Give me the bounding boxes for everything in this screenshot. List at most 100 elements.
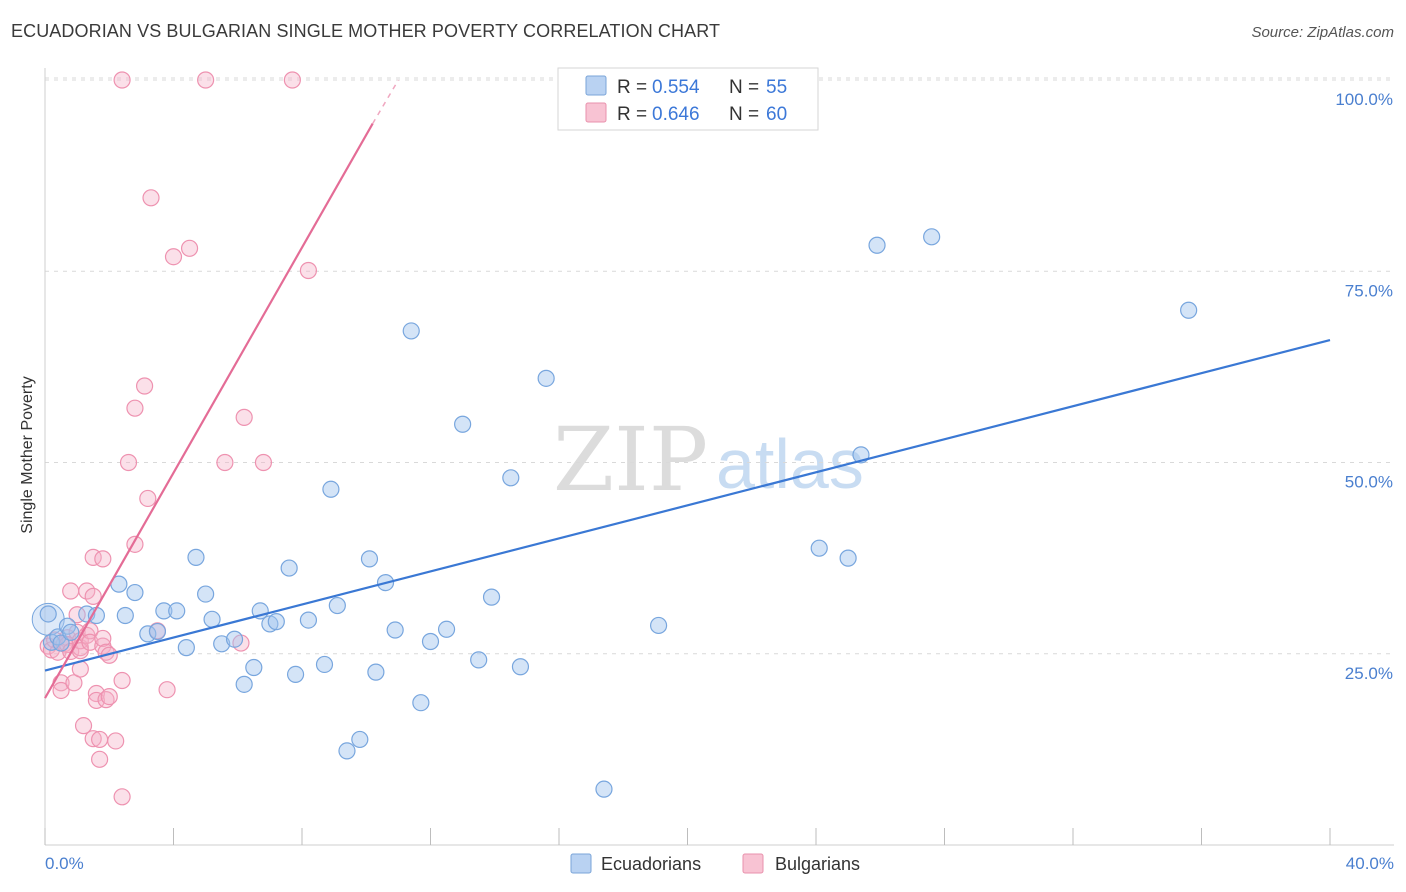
ecuadorians-point[interactable] <box>225 630 244 648</box>
bulgarians-point[interactable] <box>107 732 125 750</box>
bulgarians-point[interactable] <box>94 550 112 568</box>
ecuadorians-point[interactable] <box>810 539 828 557</box>
legend-swatch-ecuadorians <box>585 75 607 96</box>
series-legend-swatch-bulgarians[interactable] <box>742 853 764 874</box>
legend-r-label-bulgarians: R = <box>617 104 647 125</box>
ecuadorians-point[interactable] <box>351 730 369 749</box>
ecuadorians-point[interactable] <box>315 655 334 674</box>
bulgarians-point[interactable] <box>299 261 318 280</box>
ecuadorians-point[interactable] <box>649 616 668 635</box>
bulgarians-point[interactable] <box>91 730 109 749</box>
ecuadorians-point[interactable] <box>511 658 530 676</box>
ecuadorians-point[interactable] <box>299 611 318 629</box>
bulgarians-trend-extension <box>372 79 400 124</box>
ecuadorians-point[interactable] <box>267 613 285 631</box>
ecuadorians-point[interactable] <box>482 588 501 606</box>
ecuadorians-point[interactable] <box>412 694 430 712</box>
x-tick-label-min: 0.0% <box>45 854 84 873</box>
y-tick-label-75: 75.0% <box>1345 281 1393 300</box>
bulgarians-point[interactable] <box>113 671 131 690</box>
bulgarians-point[interactable] <box>197 71 215 89</box>
legend-swatch-bulgarians <box>585 102 607 123</box>
bulgarians-point[interactable] <box>180 239 199 257</box>
ecuadorians-point[interactable] <box>280 559 298 577</box>
bulgarians-point[interactable] <box>126 399 144 417</box>
ecuadorians-point[interactable] <box>187 548 205 566</box>
bulgarians-points <box>39 71 318 806</box>
bulgarians-point[interactable] <box>87 691 106 710</box>
ecuadorians-point[interactable] <box>923 228 941 246</box>
y-tick-labels: 25.0% 50.0% 75.0% 100.0% <box>1335 90 1393 683</box>
bulgarians-point[interactable] <box>65 674 83 692</box>
bulgarians-point[interactable] <box>68 606 86 624</box>
bulgarians-point[interactable] <box>235 408 253 426</box>
ecuadorians-point[interactable] <box>126 583 144 602</box>
bulgarians-point[interactable] <box>100 687 118 706</box>
series-legend-label-ecuadorians[interactable]: Ecuadorians <box>601 854 701 874</box>
ecuadorians-point[interactable] <box>116 606 134 625</box>
watermark: ZIP atlas <box>553 408 864 511</box>
bulgarians-point[interactable] <box>81 633 99 651</box>
bulgarians-point[interactable] <box>254 453 273 472</box>
ecuadorians-point[interactable] <box>386 621 404 639</box>
legend-r-value-ecuadorians: 0.554 <box>652 77 700 98</box>
ecuadorians-point[interactable] <box>197 585 215 603</box>
ecuadorians-point[interactable] <box>1180 301 1198 319</box>
bulgarians-point[interactable] <box>62 582 80 600</box>
ecuadorians-point[interactable] <box>322 480 340 498</box>
ecuadorians-point[interactable] <box>437 620 456 638</box>
ecuadorians-point[interactable] <box>177 639 195 657</box>
y-tick-label-50: 50.0% <box>1345 473 1393 492</box>
ecuadorians-point[interactable] <box>537 369 555 387</box>
bulgarians-point[interactable] <box>94 629 112 648</box>
ecuadorians-point[interactable] <box>213 635 231 653</box>
bulgarians-point[interactable] <box>158 681 176 699</box>
legend-n-value-bulgarians: 60 <box>766 104 787 125</box>
bulgarians-point[interactable] <box>91 750 109 768</box>
ecuadorians-point[interactable] <box>502 469 520 487</box>
ecuadorians-point[interactable] <box>470 651 488 669</box>
bulgarians-point[interactable] <box>119 453 138 472</box>
ecuadorians-point[interactable] <box>421 632 440 651</box>
bulgarians-point[interactable] <box>135 377 154 395</box>
ecuadorians-point[interactable] <box>52 634 70 652</box>
bulgarians-point[interactable] <box>52 681 70 700</box>
bulgarians-point[interactable] <box>113 788 131 806</box>
ecuadorians-point[interactable] <box>367 663 385 681</box>
ecuadorians-point[interactable] <box>62 623 80 641</box>
bulgarians-point[interactable] <box>84 587 102 605</box>
ecuadorians-point[interactable] <box>286 665 305 684</box>
series-legend-label-bulgarians[interactable]: Bulgarians <box>775 854 860 874</box>
y-tick-label-25: 25.0% <box>1345 664 1393 683</box>
x-tick-label-max: 40.0% <box>1346 854 1394 873</box>
ecuadorians-point[interactable] <box>338 742 356 760</box>
ecuadorians-point[interactable] <box>839 549 857 567</box>
ecuadorians-point[interactable] <box>402 322 420 340</box>
ecuadorians-point[interactable] <box>39 605 57 623</box>
watermark-zip: ZIP <box>553 408 708 511</box>
bulgarians-point[interactable] <box>142 189 160 207</box>
bulgarians-point[interactable] <box>87 684 106 703</box>
ecuadorians-point[interactable] <box>235 675 253 693</box>
bulgarians-point[interactable] <box>84 730 102 748</box>
bulgarians-point[interactable] <box>97 691 115 709</box>
ecuadorians-point[interactable] <box>245 658 263 677</box>
bulgarians-point[interactable] <box>164 248 183 266</box>
ecuadorians-point[interactable] <box>595 780 613 798</box>
ecuadorians-point[interactable] <box>868 236 886 254</box>
ecuadorians-point[interactable] <box>454 415 472 433</box>
series-legend-swatch-ecuadorians[interactable] <box>570 853 592 874</box>
ecuadorians-point[interactable] <box>168 602 186 620</box>
bulgarians-point[interactable] <box>139 489 157 508</box>
ecuadorians-point[interactable] <box>148 622 167 641</box>
ecuadorians-point[interactable] <box>203 610 221 628</box>
bulgarians-point[interactable] <box>113 71 131 89</box>
bulgarians-point[interactable] <box>74 717 93 735</box>
bulgarians-point[interactable] <box>283 71 301 89</box>
ecuadorians-point[interactable] <box>360 550 379 568</box>
axes <box>44 68 1394 846</box>
bulgarians-point[interactable] <box>216 453 234 472</box>
ecuadorians-point[interactable] <box>328 596 346 615</box>
trend-lines <box>44 79 1331 699</box>
ecuadorians-point[interactable] <box>155 602 173 620</box>
